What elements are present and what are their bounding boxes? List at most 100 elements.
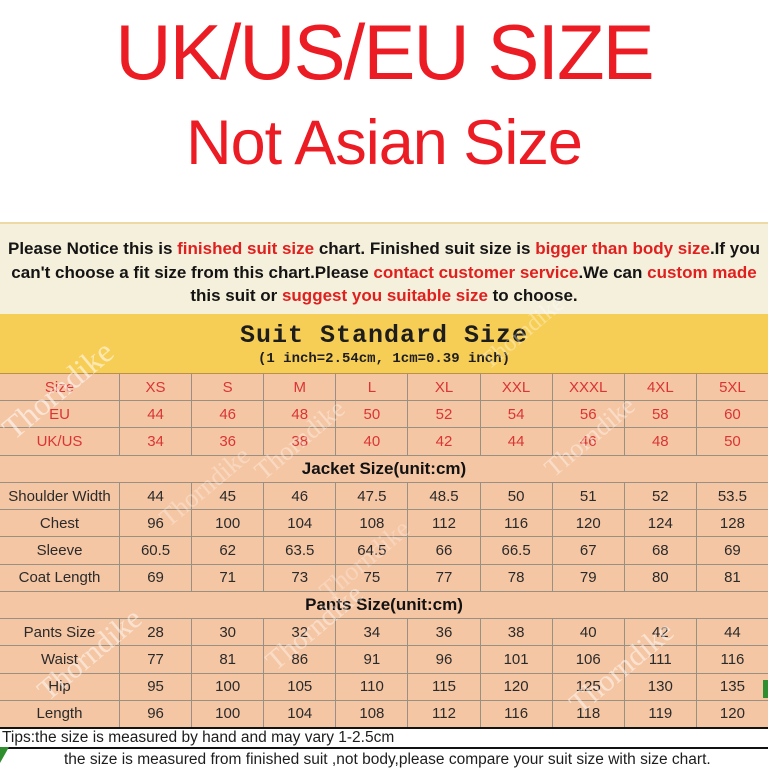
table-cell: 120 bbox=[481, 673, 553, 700]
table-cell: XL bbox=[408, 374, 481, 401]
table-cell: 48 bbox=[264, 401, 337, 428]
table-cell: 125 bbox=[553, 673, 625, 700]
table-cell: 86 bbox=[264, 646, 337, 673]
table-cell: 106 bbox=[553, 646, 625, 673]
table-cell: 95 bbox=[120, 673, 193, 700]
table-cell: 80 bbox=[625, 564, 697, 591]
notice-text: chart. Finished suit size is bbox=[314, 239, 536, 258]
table-row-label: Coat Length bbox=[0, 564, 120, 591]
table-cell: 32 bbox=[264, 619, 337, 646]
table-cell: 78 bbox=[481, 564, 553, 591]
notice-highlight-text: suggest you suitable size bbox=[281, 286, 488, 305]
table-cell: 5XL bbox=[719, 378, 746, 396]
table-cell: 120 bbox=[719, 705, 745, 723]
table-cell: 119 bbox=[625, 700, 697, 728]
table-cell: M bbox=[264, 374, 337, 401]
table-cell: 38 bbox=[264, 428, 337, 455]
table-cell: 63.5 bbox=[264, 537, 337, 564]
notice-text: .We can bbox=[578, 262, 648, 282]
table-row-label: Waist bbox=[0, 646, 120, 673]
table-row-label: UK/US bbox=[0, 428, 120, 455]
table-cell: 36 bbox=[192, 428, 265, 455]
table-cell: 101 bbox=[481, 646, 553, 673]
table-cell: 42 bbox=[625, 619, 697, 646]
table-row-label: Shoulder Width bbox=[0, 482, 120, 510]
table-section-header: Pants Size(unit:cm) bbox=[0, 592, 768, 620]
table-cell: 67 bbox=[553, 537, 625, 564]
table-cell: 108 bbox=[336, 700, 409, 728]
table-cell: 104 bbox=[264, 700, 337, 728]
table-cell: 105 bbox=[264, 673, 337, 700]
table-cell: 40 bbox=[553, 619, 625, 646]
table-row: Hip 95 100 105 110 115 120 125 130 135 bbox=[0, 673, 768, 701]
table-row-label: Chest bbox=[0, 510, 120, 537]
table-cell: 75 bbox=[336, 564, 409, 591]
table-row: Length 96 100 104 108 112 116 118 119 120 bbox=[0, 700, 768, 728]
table-cell: 100 bbox=[192, 673, 265, 700]
suit-standard-size-band: Suit Standard Size (1 inch=2.54cm, 1cm=0… bbox=[0, 314, 768, 374]
table-cell: 71 bbox=[192, 564, 265, 591]
table-row-label: Size bbox=[0, 374, 120, 401]
notice-text: .If you bbox=[709, 239, 760, 258]
table-cell: 116 bbox=[481, 700, 553, 728]
table-row-label: Hip bbox=[0, 673, 120, 700]
table-cell: 50 bbox=[481, 482, 553, 510]
table-cell: 128 bbox=[719, 514, 745, 532]
notice-text: Please Notice this is bbox=[8, 239, 178, 258]
table-cell: 118 bbox=[553, 700, 625, 728]
table-cell: 48 bbox=[625, 428, 697, 455]
table-cell: 50 bbox=[336, 401, 409, 428]
table-cell: 46 bbox=[553, 428, 625, 455]
table-cell: 44 bbox=[724, 623, 741, 641]
table-cell: 46 bbox=[264, 482, 337, 510]
table-row: Size XS S M L XL XXL XXXL 4XL 5XL bbox=[0, 374, 768, 402]
table-cell: 104 bbox=[264, 510, 337, 537]
table-cell: 77 bbox=[120, 646, 193, 673]
table-cell: 116 bbox=[481, 510, 553, 537]
table-cell: 56 bbox=[553, 401, 625, 428]
table-cell: 108 bbox=[336, 510, 409, 537]
table-row: Pants Size 28 30 32 34 36 38 40 42 44 bbox=[0, 619, 768, 647]
table-row: Shoulder Width 44 45 46 47.5 48.5 50 51 52 53.5 bbox=[0, 482, 768, 511]
table-cell: 96 bbox=[408, 646, 481, 673]
table-cell: 44 bbox=[120, 401, 193, 428]
table-cell: 68 bbox=[625, 537, 697, 564]
table-cell: S bbox=[192, 374, 265, 401]
table-cell: 73 bbox=[264, 564, 337, 591]
page-title-secondary: Not Asian Size bbox=[186, 108, 583, 179]
table-row: Waist 77 81 86 91 96 101 106 111 116 bbox=[0, 646, 768, 674]
notice-text: to choose. bbox=[487, 286, 578, 305]
table-cell: XXXL bbox=[553, 374, 625, 401]
table-cell: 51 bbox=[553, 482, 625, 510]
band-subtitle: (1 inch=2.54cm, 1cm=0.39 inch) bbox=[257, 351, 511, 367]
table-cell: 60 bbox=[724, 405, 741, 423]
table-cell: 81 bbox=[724, 569, 741, 587]
table-row-label: Sleeve bbox=[0, 537, 120, 564]
notice-highlight-text: custom made bbox=[647, 262, 757, 282]
table-cell: 58 bbox=[625, 401, 697, 428]
table-cell: 40 bbox=[336, 428, 409, 455]
table-cell: 42 bbox=[408, 428, 481, 455]
table-row: Chest 96 100 104 108 112 116 120 124 128 bbox=[0, 510, 768, 538]
table-row: Coat Length 69 71 73 75 77 78 79 80 81 bbox=[0, 564, 768, 592]
table-cell: 66.5 bbox=[481, 537, 553, 564]
table-cell: 100 bbox=[192, 510, 265, 537]
notice-highlight-text: bigger than body size bbox=[535, 239, 710, 258]
table-cell: 112 bbox=[408, 510, 481, 537]
green-edge-marker bbox=[763, 680, 768, 698]
hero-header: UK/US/EU SIZE Not Asian Size bbox=[0, 0, 768, 222]
band-title: Suit Standard Size bbox=[239, 321, 529, 350]
table-cell: 79 bbox=[553, 564, 625, 591]
table-cell: 52 bbox=[625, 482, 697, 510]
table-cell: 91 bbox=[336, 646, 409, 673]
size-table: Size XS S M L XL XXL XXXL 4XL 5XL EU 44 46 48 50 52 54 56… bbox=[0, 374, 768, 729]
table-section-header: Jacket Size(unit:cm) bbox=[0, 456, 768, 483]
table-cell: 62 bbox=[192, 537, 265, 564]
table-cell: 34 bbox=[336, 619, 409, 646]
notice-banner: Please Notice this is finished suit size… bbox=[0, 222, 768, 314]
tips-line-2: the size is measured from finished suit … bbox=[64, 751, 711, 768]
table-cell: L bbox=[336, 374, 409, 401]
table-cell: 36 bbox=[408, 619, 481, 646]
table-row: Sleeve 60.5 62 63.5 64.5 66 66.5 67 68 69 bbox=[0, 537, 768, 565]
